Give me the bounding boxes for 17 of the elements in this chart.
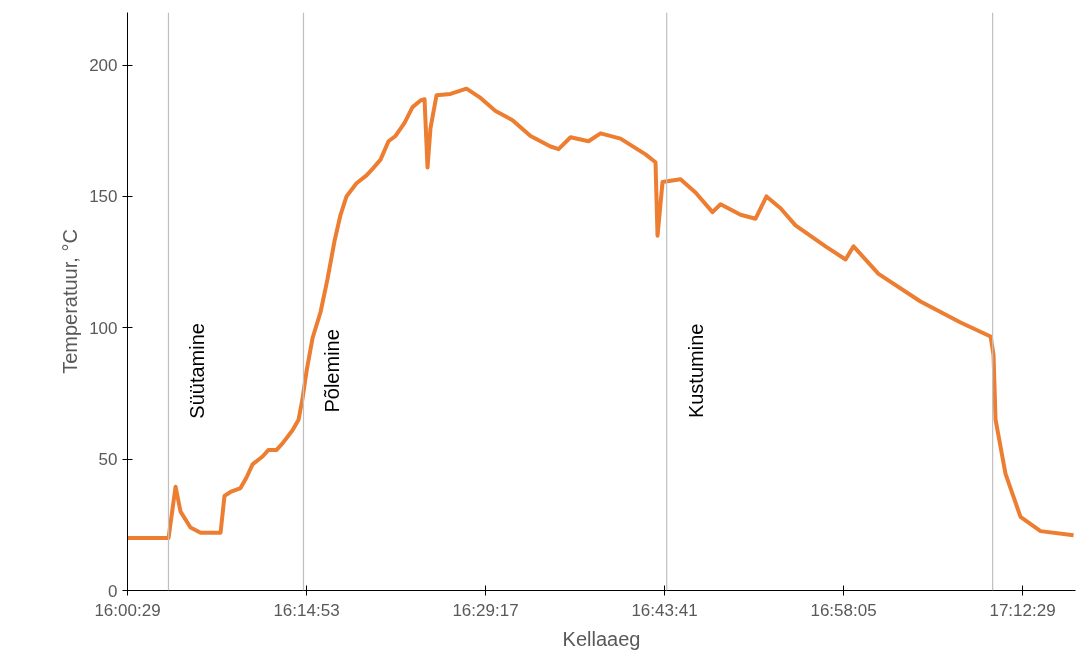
y-tick-label: 150 xyxy=(89,187,118,207)
y-axis-title: Temperatuur, °C xyxy=(59,229,82,374)
x-tick-label: 17:12:29 xyxy=(989,600,1056,620)
x-tick-label: 16:43:41 xyxy=(631,600,698,620)
x-tick-label: 16:29:17 xyxy=(452,600,519,620)
y-tick-label: 50 xyxy=(98,450,118,470)
ref-line-label: Süütamine xyxy=(186,323,209,419)
y-tick-label: 200 xyxy=(89,56,118,76)
y-tick-label: 100 xyxy=(89,318,118,338)
x-tick-label: 16:00:29 xyxy=(94,600,161,620)
x-tick-label: 16:14:53 xyxy=(273,600,340,620)
y-tick-label: 0 xyxy=(108,581,118,601)
ref-line-label: Põlemine xyxy=(321,329,344,413)
ref-line-label: Kustumine xyxy=(684,323,707,419)
x-axis-title: Kellaaeg xyxy=(562,627,641,650)
line-series xyxy=(127,86,1076,540)
x-tick-label: 16:58:05 xyxy=(810,600,877,620)
